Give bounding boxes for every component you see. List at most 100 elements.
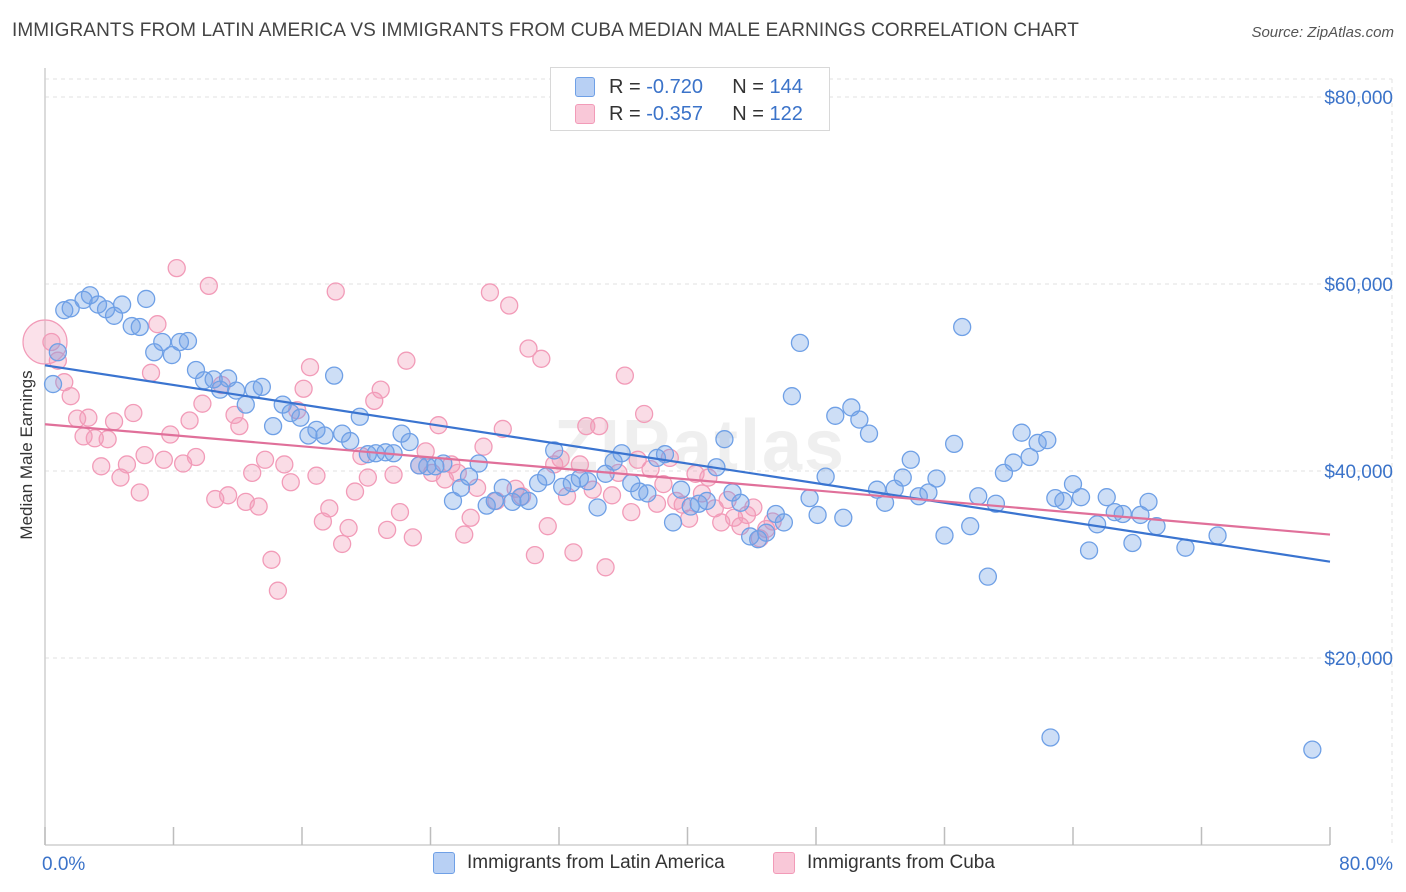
bottom-legend-swatch-latin (433, 852, 455, 874)
legend-row-latin: R = -0.720 N = 144 (575, 74, 803, 100)
cuba-point (154, 450, 174, 469)
latin-point (961, 517, 980, 536)
latin-point (790, 333, 810, 353)
latin-point (130, 317, 149, 337)
cuba-point (583, 480, 602, 499)
cuba-point (461, 508, 480, 527)
cuba-point (225, 405, 244, 425)
trend-line-cuba (44, 423, 1331, 536)
latin-point (1303, 740, 1322, 759)
latin-point (350, 407, 369, 426)
latin-point (808, 505, 827, 525)
legend-r-latin: -0.720 (646, 75, 703, 98)
cuba-point (92, 457, 111, 476)
latin-point (43, 374, 63, 394)
latin-point (178, 331, 198, 351)
bottom-legend-label-latin: Immigrants from Latin America (467, 852, 725, 873)
cuba-point (281, 473, 300, 492)
latin-point (1079, 541, 1099, 560)
trend-lines (44, 364, 1331, 563)
latin-point (341, 431, 360, 451)
cuba-point (186, 447, 206, 467)
series-latin-points (43, 286, 1322, 759)
cuba-point (493, 419, 512, 439)
latin-point (485, 491, 504, 511)
latin-point (927, 469, 946, 488)
latin-point (1208, 526, 1227, 545)
latin-point (757, 523, 776, 542)
cuba-point (135, 445, 154, 465)
y-tick-label: $80,000 (1324, 88, 1393, 109)
latin-point (893, 468, 912, 487)
latin-point (153, 332, 172, 352)
cuba-point (564, 543, 583, 562)
latin-point (1123, 533, 1142, 553)
cuba-point (61, 387, 80, 406)
cuba-point (249, 497, 268, 516)
cuba-point (218, 486, 238, 505)
legend-n-latin: 144 (769, 75, 803, 98)
cuba-point (397, 351, 416, 370)
cuba-point (532, 349, 551, 368)
latin-point (459, 467, 479, 486)
cuba-point (167, 258, 186, 278)
latin-point (638, 484, 657, 503)
latin-point (850, 410, 869, 429)
latin-point (588, 498, 607, 517)
latin-point (901, 450, 920, 469)
latin-point (236, 395, 255, 414)
latin-point (1054, 491, 1073, 511)
legend-row-cuba: R = -0.357 N = 122 (575, 101, 803, 127)
latin-point (519, 491, 538, 511)
latin-point (1012, 423, 1031, 442)
cuba-point (371, 380, 390, 399)
bottom-legend: Immigrants from Latin America Immigrants… (0, 852, 1406, 878)
cuba-point (268, 581, 288, 600)
cuba-point (148, 315, 167, 334)
cuba-point (377, 520, 397, 540)
cuba-point (480, 283, 500, 302)
bottom-legend-latin: Immigrants from Latin America (433, 852, 725, 874)
cuba-point (365, 391, 384, 411)
y-tick-label: $40,000 (1324, 462, 1393, 483)
cuba-point (333, 534, 352, 554)
axes (44, 68, 1331, 846)
bottom-legend-label-cuba: Immigrants from Cuba (807, 852, 995, 873)
cuba-point (104, 412, 124, 431)
cuba-point (474, 437, 493, 456)
latin-point (1097, 488, 1116, 507)
latin-point (697, 491, 716, 511)
latin-point (1038, 430, 1057, 450)
chart-source: Source: ZipAtlas.com (1251, 24, 1394, 41)
legend-n-cuba: 122 (769, 102, 803, 125)
latin-point (553, 477, 572, 497)
cuba-point (570, 455, 590, 474)
cuba-point-large (22, 319, 68, 365)
series-cuba-points (22, 258, 782, 600)
latin-point (537, 467, 556, 486)
latin-point (400, 432, 419, 452)
cuba-point (519, 339, 538, 358)
latin-point (162, 345, 182, 365)
cuba-point (538, 517, 557, 536)
cuba-point (448, 463, 467, 483)
cuba-point (596, 558, 615, 577)
latin-point (493, 478, 512, 497)
legend-swatch-latin (575, 77, 595, 97)
cuba-point (98, 430, 117, 449)
x-tick-label-min: 0.0% (42, 854, 85, 875)
cuba-point (79, 408, 98, 427)
latin-point (986, 494, 1006, 513)
cuba-point (525, 546, 545, 565)
cuba-point (230, 416, 249, 436)
latin-point (112, 295, 132, 314)
latin-point (1071, 488, 1091, 507)
x-tick-label-max: 80.0% (1339, 854, 1393, 875)
latin-point (281, 403, 300, 423)
cuba-point (455, 525, 474, 544)
cuba-point (602, 486, 622, 505)
latin-point (578, 472, 598, 491)
cuba-point (500, 296, 519, 315)
cuba-point (345, 482, 365, 501)
latin-point (1063, 474, 1083, 494)
